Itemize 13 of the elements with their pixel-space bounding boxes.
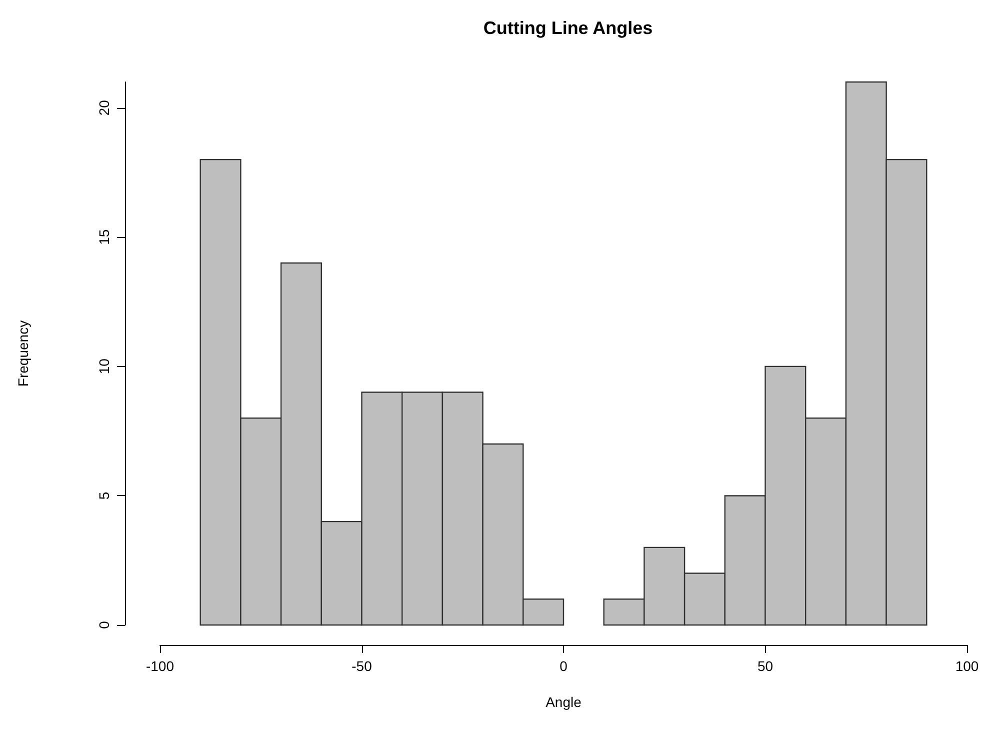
y-tick-label: 15 xyxy=(96,229,112,245)
y-tick-label: 10 xyxy=(96,358,112,374)
x-tick-label: 50 xyxy=(757,658,774,674)
x-tick-label: 0 xyxy=(560,658,568,674)
x-tick-label: -50 xyxy=(352,658,372,674)
y-axis-title: Frequency xyxy=(15,320,31,387)
y-tick-label: 0 xyxy=(96,620,112,629)
x-tick-label: 100 xyxy=(955,658,979,674)
x-tick-label: -100 xyxy=(146,658,174,674)
chart-title: Cutting Line Angles xyxy=(483,18,653,38)
y-tick-label: 5 xyxy=(96,492,112,500)
y-tick-label: 20 xyxy=(96,100,112,116)
x-axis-title: Angle xyxy=(546,694,582,710)
